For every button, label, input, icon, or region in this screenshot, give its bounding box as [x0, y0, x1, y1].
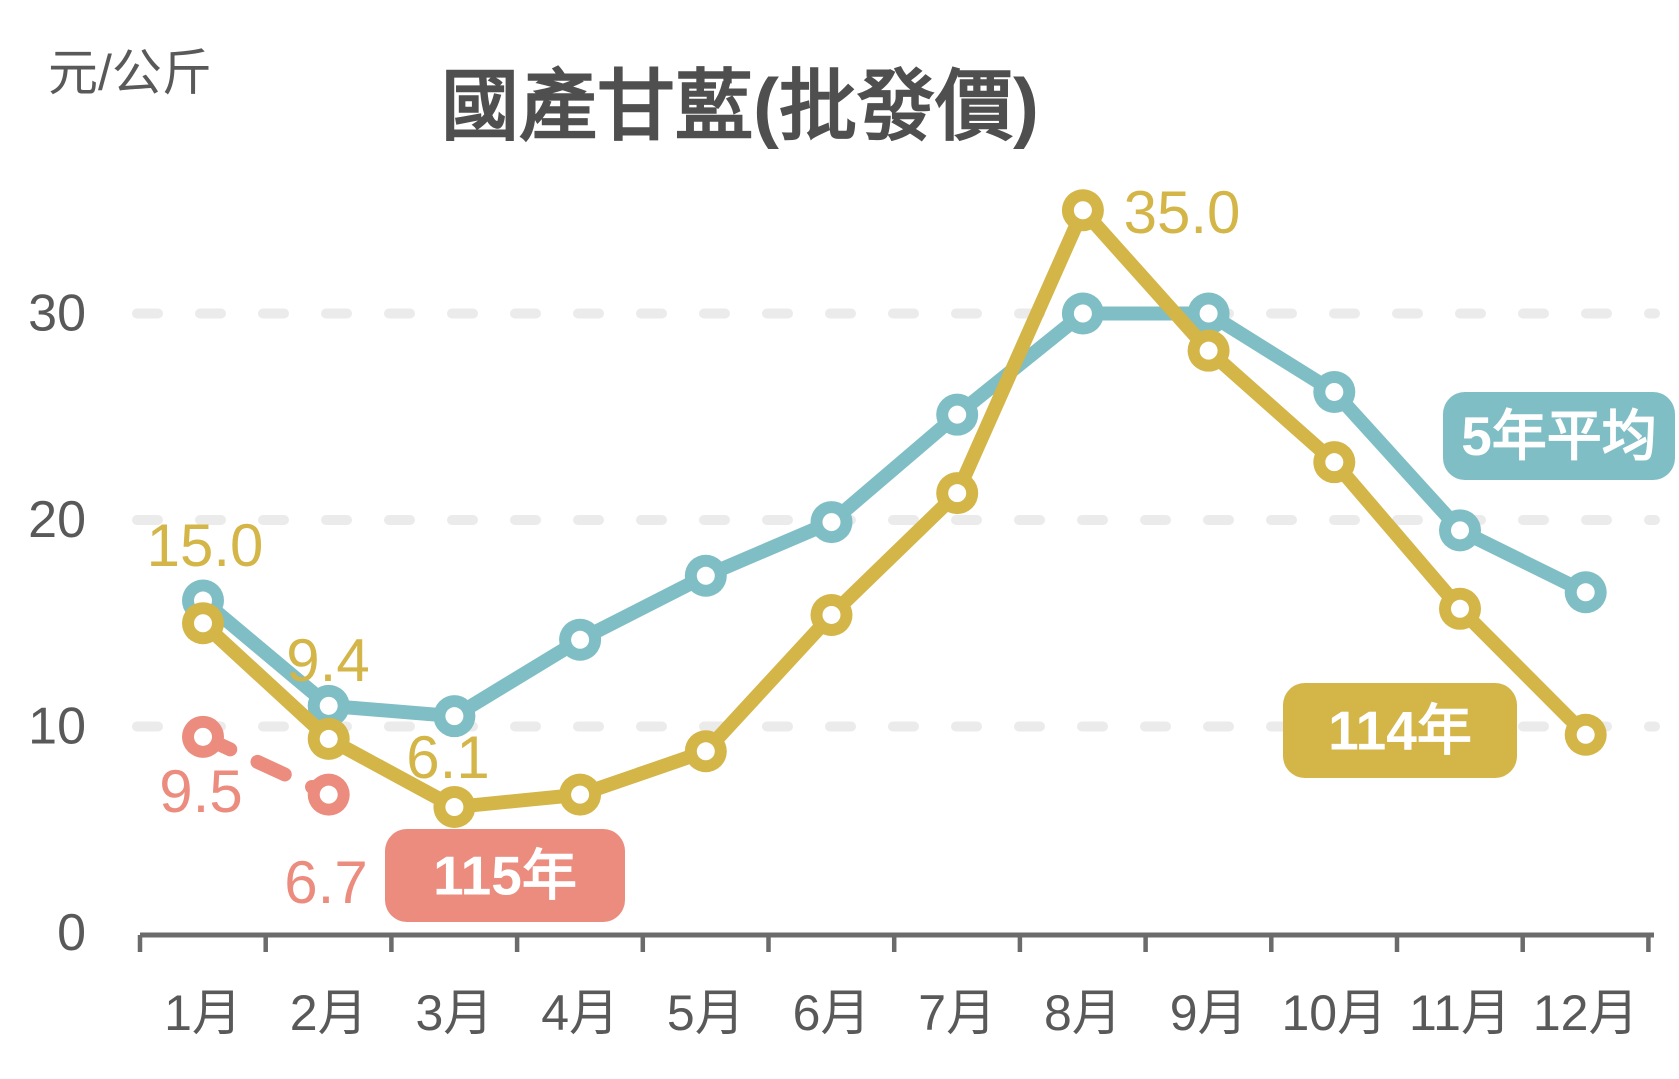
legend-label-five-year-avg: 5年平均	[1461, 405, 1657, 467]
month-label-10: 10月	[1281, 985, 1387, 1041]
month-label-4: 4月	[541, 985, 619, 1041]
series-path-year-114	[196, 203, 1593, 815]
data-point-hole-year-114	[445, 798, 464, 817]
point-value-label-year-114: 9.4	[286, 627, 369, 694]
series-group	[182, 189, 1607, 829]
data-point-hole-five-year-avg	[1073, 304, 1092, 323]
data-point-hole-five-year-avg	[1199, 304, 1218, 323]
data-point-hole-five-year-avg	[1325, 382, 1344, 401]
point-value-label-year-115: 6.7	[284, 849, 367, 916]
line-series-year-115	[182, 715, 350, 816]
data-point-hole-five-year-avg	[948, 405, 967, 424]
legend-five-year-avg: 5年平均	[1443, 392, 1675, 480]
month-labels-group: 1月 2月 3月 4月 5月 6月 7月 8月 9月 10月 11月 12月	[164, 985, 1638, 1041]
data-point-hole-five-year-avg	[696, 566, 715, 585]
legend-group: 5年平均 114年 115年	[385, 392, 1675, 922]
y-axis-labels-group: 0 10 20 30	[28, 285, 86, 963]
line-series-year-114	[182, 189, 1607, 829]
data-point-hole-year-114	[1199, 341, 1218, 360]
data-point-hole-year-114	[822, 605, 841, 624]
month-label-11: 11月	[1409, 985, 1511, 1041]
month-label-6: 6月	[793, 985, 871, 1041]
y-axis-tick-label: 30	[28, 285, 86, 343]
data-point-hole-year-114	[1576, 725, 1595, 744]
legend-box-five-year-avg	[1443, 392, 1675, 480]
month-label-1: 1月	[164, 985, 242, 1041]
month-label-8: 8月	[1044, 985, 1122, 1041]
data-point-hole-five-year-avg	[1451, 521, 1469, 540]
point-labels-group: 15.0 9.4 6.1 35.0 9.5 6.7	[147, 179, 1241, 916]
data-point-hole-year-115	[194, 727, 212, 746]
point-value-label-year-115: 9.5	[159, 758, 242, 825]
point-value-label-year-114: 6.1	[406, 724, 489, 791]
point-value-label-year-114: 35.0	[1124, 179, 1241, 246]
month-label-5: 5月	[667, 985, 745, 1041]
legend-label-year-114: 114年	[1328, 700, 1472, 762]
data-point-hole-five-year-avg	[1576, 583, 1595, 602]
data-point-hole-year-114	[1451, 599, 1469, 618]
series-path-year-115	[196, 729, 336, 802]
y-axis-tick-label: 10	[28, 698, 86, 756]
legend-box-year-115	[385, 829, 625, 922]
legend-box-year-114	[1283, 683, 1517, 778]
line-series-five-year-avg	[182, 292, 1607, 738]
data-point-hole-five-year-avg	[822, 513, 841, 532]
month-label-9: 9月	[1170, 985, 1248, 1041]
data-point-hole-five-year-avg	[571, 630, 590, 649]
legend-year-115: 115年	[385, 829, 625, 922]
data-point-hole-year-114	[571, 785, 590, 804]
data-point-hole-year-114	[194, 614, 212, 633]
month-label-3: 3月	[415, 985, 493, 1041]
point-value-label-year-114: 15.0	[147, 512, 264, 579]
x-axis-group	[137, 932, 1654, 952]
data-point-hole-year-114	[948, 484, 967, 503]
legend-year-114: 114年	[1283, 683, 1517, 778]
series-path-five-year-avg	[196, 306, 1593, 724]
month-label-2: 2月	[290, 985, 368, 1041]
data-point-hole-year-115	[319, 785, 338, 804]
chart-title: 國產甘藍(批發價)	[441, 62, 1039, 150]
month-label-12: 12月	[1533, 985, 1639, 1041]
y-axis-tick-label: 0	[57, 904, 86, 962]
data-point-hole-year-114	[1073, 201, 1092, 220]
y-axis-tick-label: 20	[28, 491, 86, 549]
data-point-hole-year-114	[319, 729, 338, 748]
data-point-hole-five-year-avg	[445, 707, 464, 726]
data-point-hole-year-114	[1325, 453, 1344, 472]
y-axis-unit-label: 元/公斤	[48, 45, 212, 101]
data-point-hole-five-year-avg	[319, 696, 338, 715]
data-point-hole-year-114	[696, 742, 715, 761]
month-label-7: 7月	[918, 985, 996, 1041]
legend-label-year-115: 115年	[433, 845, 577, 907]
